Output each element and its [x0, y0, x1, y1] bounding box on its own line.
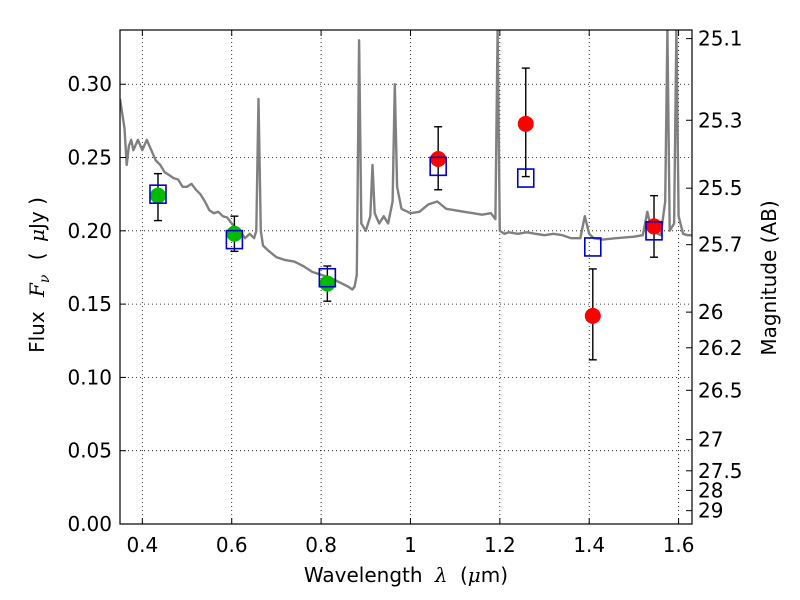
y-axis-label-subscript: ν	[37, 274, 53, 283]
model-point	[149, 184, 167, 204]
y2-tick-label: 25.7	[698, 233, 743, 257]
y2-tick-label: 26.5	[698, 378, 743, 402]
y2-tick-label: 28	[698, 478, 723, 502]
data-point	[430, 150, 447, 167]
y2-tick-label: 26.2	[698, 336, 743, 360]
y-axis-label-symbol: F	[25, 282, 49, 298]
model-spectrum	[120, 30, 692, 291]
x-axis-label-unit-open: (	[460, 563, 468, 587]
y-axis-label: Flux Fν ( μJy )	[25, 197, 54, 353]
y2-tick-label: 25.5	[698, 176, 743, 200]
model-point	[645, 221, 663, 241]
x-tick-label: 1.6	[663, 533, 695, 557]
model-point	[429, 156, 447, 177]
grid	[120, 30, 692, 525]
x-axis-label-unit-mu: μ	[468, 563, 481, 587]
data-point	[319, 275, 336, 292]
ticks: 0.4 0.6 0.8 1 1.2 1.4 1.6 0.00 0.05 0.10 0.15 0.20 0…	[67, 27, 742, 557]
y-axis-label-unit-mu: μ	[25, 229, 49, 242]
error-bars	[153, 67, 659, 361]
data-point	[646, 218, 663, 235]
data-markers	[149, 115, 663, 324]
data-point	[517, 115, 534, 132]
model-point	[516, 168, 535, 188]
y-axis-label-text: Flux	[25, 311, 49, 353]
model-point	[583, 237, 602, 257]
y2-axis-label: Magnitude (AB)	[757, 200, 781, 355]
y-tick-label: 0.05	[67, 439, 112, 463]
x-axis-label-unit-rest: m)	[481, 563, 508, 587]
x-tick-label: 0.8	[305, 533, 337, 557]
y-tick-label: 0.25	[67, 146, 112, 170]
y-tick-label: 0.15	[67, 292, 112, 316]
data-point	[226, 225, 243, 242]
model-point	[225, 229, 244, 250]
model-spectrum-line	[120, 30, 692, 291]
y-axis-label-unit-open: (	[25, 252, 49, 260]
y2-tick-label: 25.3	[698, 108, 743, 132]
y-tick-label: 0.20	[67, 219, 112, 243]
y2-tick-label: 27.5	[698, 459, 743, 483]
data-point	[584, 307, 601, 324]
x-tick-label: 0.4	[126, 533, 158, 557]
data-point	[149, 187, 166, 204]
y2-tick-label: 29	[698, 499, 723, 523]
x-axis-label: Wavelength λ (μm)	[304, 563, 508, 587]
y-axis-label-unit-rest: Jy )	[25, 197, 49, 231]
x-axis-label-symbol: λ	[434, 563, 448, 587]
x-tick-label: 1.2	[484, 533, 516, 557]
y-tick-label: 0.00	[67, 512, 112, 536]
y2-tick-label: 27	[698, 428, 723, 452]
y2-tick-label: 25.1	[698, 27, 743, 51]
y2-tick-label: 26	[698, 300, 723, 324]
y-tick-label: 0.10	[67, 365, 112, 389]
y-tick-label: 0.30	[67, 72, 112, 96]
model-point	[318, 267, 337, 288]
x-tick-label: 0.6	[216, 533, 248, 557]
x-axis-label-text: Wavelength	[304, 563, 423, 587]
x-tick-label: 1.4	[573, 533, 605, 557]
x-tick-label: 1	[404, 533, 417, 557]
plot-frame	[119, 29, 693, 525]
